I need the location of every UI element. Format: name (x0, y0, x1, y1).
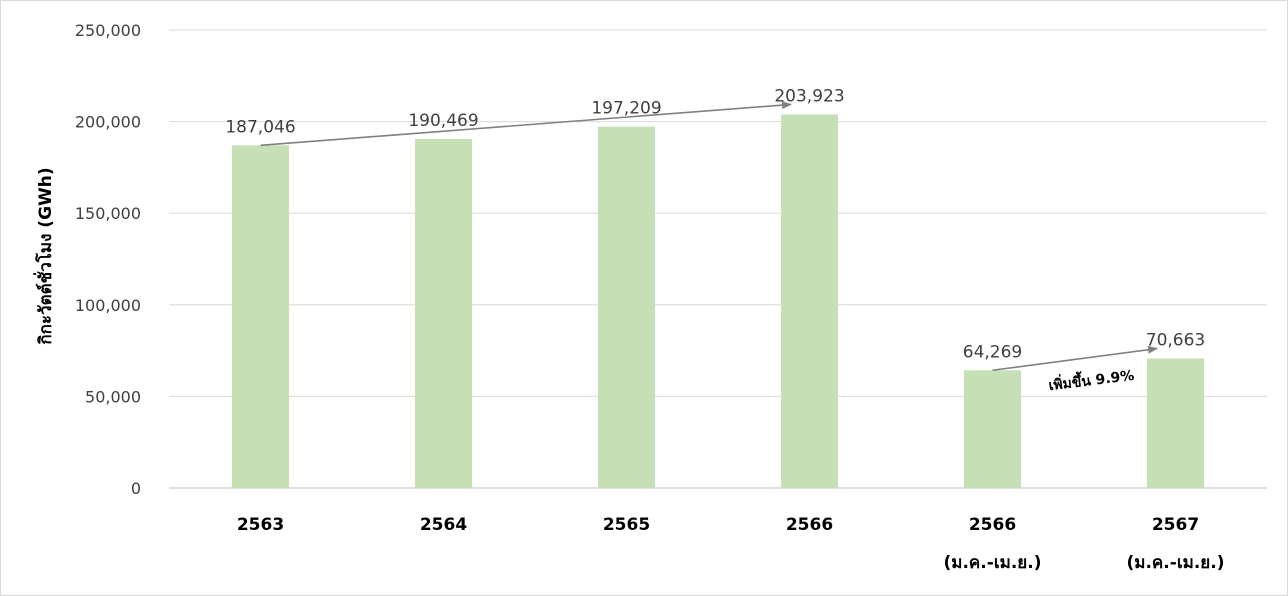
trend-arrows (260, 101, 1158, 372)
data-labels: 187,046 190,469 197,209 203,923 64,269 70,663 (225, 86, 1205, 362)
trend-arrow (992, 345, 1158, 372)
x-tick-label: 2564 (420, 515, 467, 535)
x-tick-label: 2563 (237, 515, 284, 535)
x-tick-sublabel: (ม.ค.-เม.ย.) (1127, 553, 1225, 573)
x-tick-label: 2566 (786, 515, 833, 535)
x-tick-label: 2565 (603, 515, 650, 535)
data-label: 197,209 (591, 99, 661, 119)
bars (232, 114, 1204, 489)
data-label: 70,663 (1146, 331, 1205, 351)
bar (964, 370, 1021, 488)
y-tick-label: 100,000 (75, 296, 141, 315)
y-tick-label: 200,000 (75, 113, 141, 132)
data-label: 190,469 (408, 111, 478, 131)
bar (598, 126, 655, 489)
x-tick-label: 2566 (969, 515, 1016, 535)
y-tick-label: 250,000 (75, 21, 141, 40)
bar (781, 114, 838, 489)
bar (415, 139, 472, 488)
bar (1147, 358, 1204, 488)
growth-annotation: เพิ่มขึ้น 9.9% (1047, 364, 1135, 394)
y-tick-label: 50,000 (85, 387, 141, 406)
x-axis-categories: 2563 2564 2565 2566 2566 (ม.ค.-เม.ย.) 2567 (ม.ค… (237, 515, 1225, 573)
data-label: 203,923 (774, 86, 844, 106)
trend-arrow (260, 101, 792, 147)
x-tick-sublabel: (ม.ค.-เม.ย.) (944, 553, 1042, 573)
y-axis-ticks: 0 50,000 100,000 150,000 200,000 250,000 (75, 21, 141, 498)
data-label: 64,269 (963, 342, 1022, 362)
y-tick-label: 150,000 (75, 204, 141, 223)
y-tick-label: 0 (131, 479, 141, 498)
data-label: 187,046 (225, 117, 295, 137)
x-tick-label: 2567 (1152, 515, 1199, 535)
y-axis-title: กิกะวัตต์ชั่วโมง (GWh) (33, 167, 56, 344)
gridlines (169, 29, 1267, 489)
bar (232, 145, 289, 488)
